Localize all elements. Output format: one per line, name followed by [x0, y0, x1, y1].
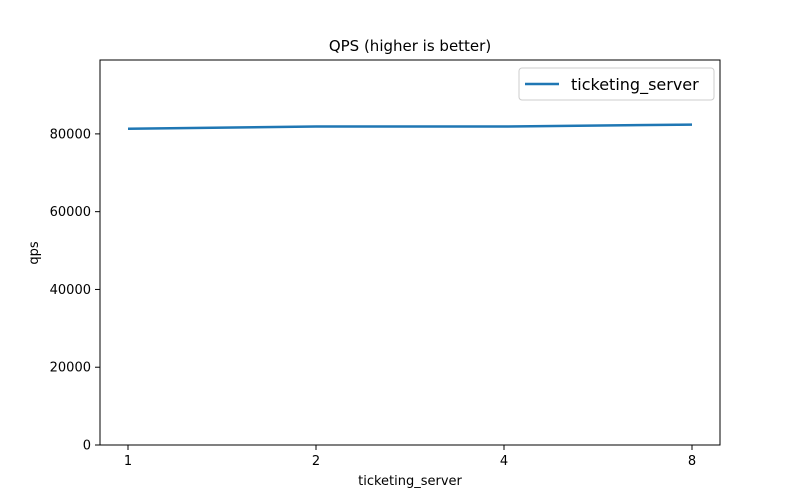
y-tick-label: 20000 [50, 361, 91, 376]
x-tick-label: 1 [124, 454, 132, 469]
legend: ticketing_server [518, 67, 715, 101]
y-tick-label: 40000 [50, 283, 91, 298]
x-axis: 1 2 4 8 [124, 445, 696, 469]
plot-frame [99, 59, 721, 446]
plot-area [127, 123, 693, 131]
x-tick-label: 4 [500, 454, 508, 469]
y-tick-label: 0 [83, 439, 91, 454]
x-tick-label: 8 [688, 454, 696, 469]
chart-title: QPS (higher is better) [329, 37, 491, 55]
legend-box [518, 67, 715, 101]
y-tick-label: 60000 [50, 205, 91, 220]
x-tick-label: 2 [312, 454, 320, 469]
x-axis-label: ticketing_server [358, 474, 462, 489]
y-tick-label: 80000 [50, 127, 91, 142]
y-axis: 0 20000 40000 60000 80000 [50, 127, 100, 454]
y-axis-label: qps [27, 241, 42, 265]
series-line [127, 123, 693, 131]
legend-label: ticketing_server [571, 75, 699, 95]
